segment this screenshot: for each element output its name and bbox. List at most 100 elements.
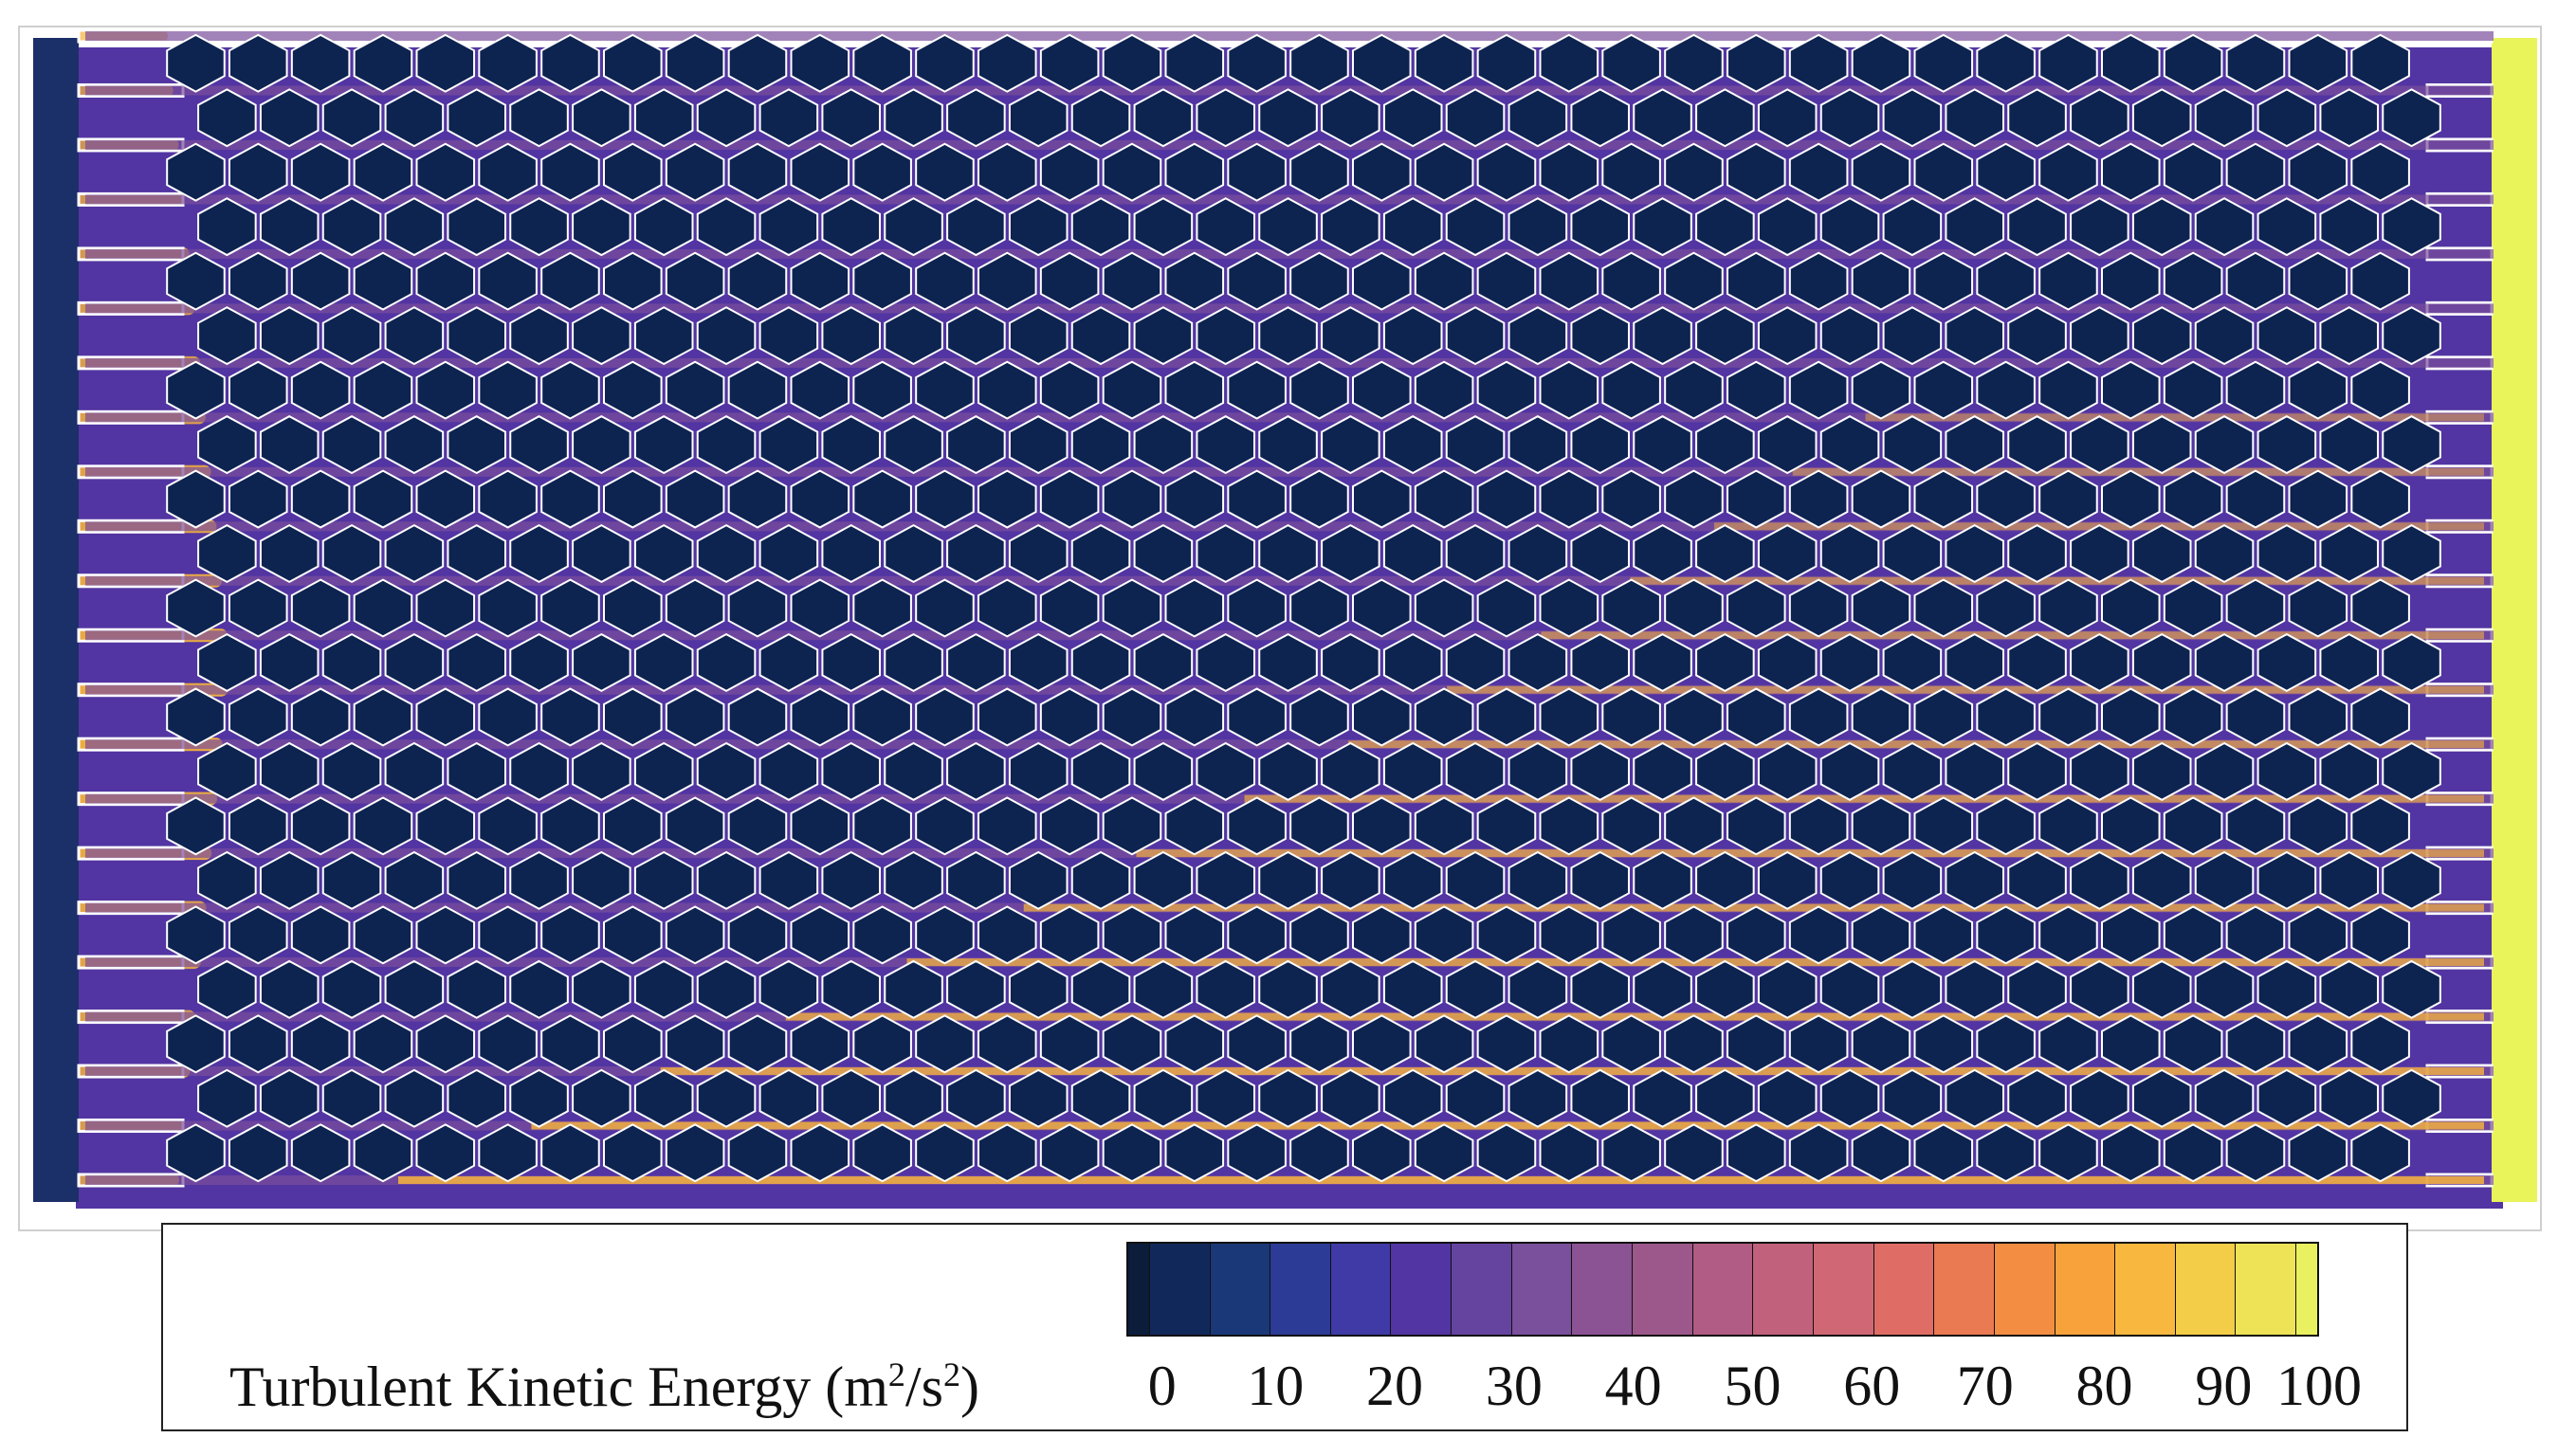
hex-fin — [1851, 469, 1911, 529]
colorbar-swatch — [1873, 1244, 1935, 1335]
hex-fin — [1258, 741, 1318, 801]
hex-fin — [978, 251, 1037, 311]
colorbar-swatch — [1270, 1244, 1331, 1335]
hex-fin — [1507, 741, 1568, 801]
hex-fin — [633, 1068, 694, 1128]
hex-fin — [884, 741, 943, 801]
hex-fin — [1070, 1068, 1131, 1128]
hex-fin — [321, 1068, 382, 1128]
colorbar-tick-label: 60 — [1843, 1355, 1901, 1417]
hex-fin — [384, 88, 445, 148]
hex-fin — [1913, 796, 1974, 856]
hex-fin — [1819, 850, 1880, 910]
hex-fin — [978, 360, 1037, 420]
hex-fin — [1445, 415, 1506, 475]
hex-fin — [790, 251, 850, 311]
hex-fin — [1196, 415, 1255, 475]
hex-fin — [290, 687, 351, 747]
colorbar-swatch — [1452, 1244, 1512, 1335]
hex-fin — [2225, 142, 2286, 202]
hex-fin — [1258, 1068, 1318, 1128]
hex-fin — [447, 850, 506, 910]
hex-fin — [1945, 959, 2004, 1019]
hex-fin — [478, 796, 538, 856]
hex-fin — [1445, 197, 1506, 257]
hex-fin — [978, 905, 1037, 965]
hex-fin — [2070, 415, 2129, 475]
hex-fin — [978, 1014, 1037, 1074]
hex-fin — [1570, 850, 1630, 910]
hex-fin — [946, 1068, 1006, 1128]
hex-fin — [353, 1123, 413, 1183]
hex-fin — [1976, 142, 2036, 202]
hex-fin — [1227, 33, 1287, 93]
hex-fin — [197, 741, 257, 801]
hex-fin — [2382, 959, 2441, 1019]
hex-fin — [321, 959, 382, 1019]
hex-fin — [1133, 1068, 1194, 1128]
colorbar-tick-label: 0 — [1147, 1355, 1177, 1417]
colorbar — [1126, 1242, 2319, 1337]
hex-fin — [1227, 360, 1287, 420]
hex-fin — [1070, 88, 1131, 148]
hex-fin — [478, 360, 538, 420]
hex-fin — [946, 632, 1006, 693]
hex-fin — [884, 197, 943, 257]
hex-fin — [884, 959, 943, 1019]
hex-fin — [2101, 251, 2161, 311]
hex-fin — [696, 415, 757, 475]
hex-fin — [884, 632, 943, 693]
hex-fin — [1976, 905, 2036, 965]
hex-fin — [696, 1068, 757, 1128]
hex-fin — [1476, 578, 1537, 638]
hex-fin — [633, 197, 694, 257]
hex-fin — [1539, 142, 1599, 202]
hex-fin — [1039, 796, 1100, 856]
hex-fin — [946, 306, 1006, 366]
hex-fin — [1196, 632, 1255, 693]
hex-fin — [1695, 850, 1755, 910]
hex-fin — [1976, 1014, 2036, 1074]
hex-fin — [228, 142, 288, 202]
hex-fin — [1414, 1014, 1474, 1074]
colorbar-swatch — [1633, 1244, 1693, 1335]
hex-fin — [321, 306, 382, 366]
hex-fin — [2131, 306, 2192, 366]
hex-fin — [633, 959, 694, 1019]
hex-fin — [1102, 1014, 1162, 1074]
hot-streak — [1792, 467, 2484, 476]
legend-title-text: ) — [959, 1356, 979, 1418]
hex-fin — [665, 142, 725, 202]
hex-fin — [1788, 142, 1849, 202]
hex-fin — [259, 415, 320, 475]
hex-fin — [1382, 306, 1443, 366]
hex-fin — [852, 1014, 912, 1074]
hex-fin — [665, 796, 725, 856]
hex-fin — [790, 687, 850, 747]
hex-fin — [978, 469, 1037, 529]
hex-fin — [1788, 1014, 1849, 1074]
hex-fin — [1382, 88, 1443, 148]
hex-fin — [1382, 850, 1443, 910]
hex-fin — [1070, 632, 1131, 693]
hex-fin — [1039, 142, 1100, 202]
hex-fin — [540, 578, 600, 638]
hex-fin — [1945, 741, 2004, 801]
hex-fin — [1352, 142, 1412, 202]
hex-fin — [603, 33, 663, 93]
hex-fin — [1788, 251, 1849, 311]
hex-fin — [2257, 197, 2317, 257]
hex-fin — [509, 88, 569, 148]
hex-fin — [1164, 469, 1225, 529]
hex-fin — [633, 850, 694, 910]
hex-fin — [978, 33, 1037, 93]
hex-fin — [290, 142, 351, 202]
hex-fin — [852, 578, 912, 638]
hex-fin — [1382, 197, 1443, 257]
hex-fin — [2194, 306, 2255, 366]
colorbar-swatch — [2055, 1244, 2116, 1335]
hex-fin — [447, 415, 506, 475]
colorbar-swatch — [1149, 1244, 1211, 1335]
hex-fin — [509, 741, 569, 801]
hex-fin — [758, 959, 819, 1019]
